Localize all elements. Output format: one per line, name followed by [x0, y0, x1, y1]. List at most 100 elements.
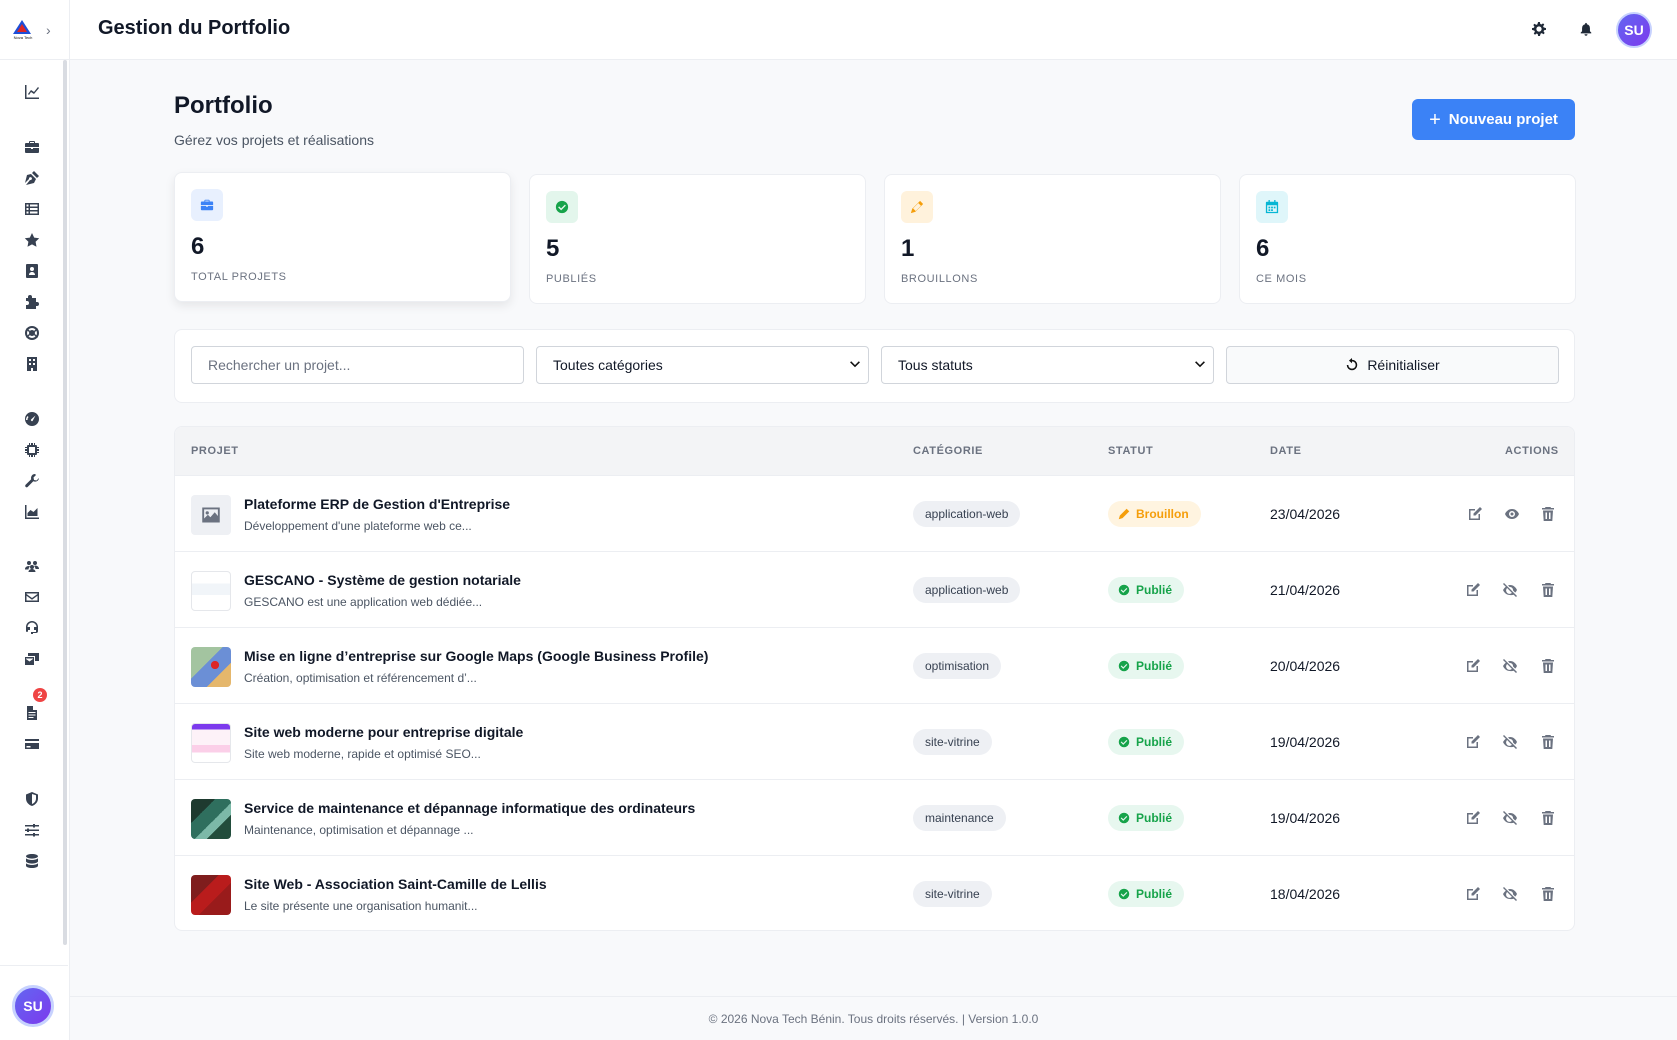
shield-icon[interactable] — [22, 789, 42, 809]
project-description: Développement d'une plateforme web ce... — [244, 519, 472, 533]
database-icon[interactable] — [22, 851, 42, 871]
address-book-icon[interactable] — [22, 261, 42, 281]
users-icon[interactable] — [22, 556, 42, 576]
project-date: 19/04/2026 — [1270, 734, 1341, 750]
puzzle-icon[interactable] — [22, 292, 42, 312]
category-select[interactable]: Toutes catégories — [536, 346, 869, 384]
category-badge: application-web — [913, 501, 1021, 527]
table-row[interactable]: Plateforme ERP de Gestion d'Entreprise D… — [175, 475, 1574, 551]
project-title[interactable]: Service de maintenance et dépannage info… — [244, 800, 696, 816]
sliders-icon[interactable] — [22, 820, 42, 840]
edit-icon[interactable] — [1463, 884, 1483, 904]
footer: © 2026 Nova Tech Bénin. Tous droits rése… — [70, 996, 1677, 1040]
eye-slash-icon[interactable] — [1500, 884, 1520, 904]
project-thumbnail[interactable] — [191, 647, 231, 687]
status-badge: Publié — [1108, 805, 1185, 831]
check-circle-icon — [1118, 584, 1130, 596]
gear-icon[interactable] — [1529, 19, 1549, 39]
topbar: Gestion du Portfolio SU — [70, 0, 1677, 60]
stat-card-total[interactable]: 6 TOTAL PROJETS — [174, 172, 511, 302]
check-circle-icon — [1118, 888, 1130, 900]
project-thumbnail[interactable] — [191, 571, 231, 611]
user-avatar[interactable]: SU — [1616, 12, 1652, 48]
table-header: PROJET CATÉGORIE STATUT DATE ACTIONS — [175, 427, 1574, 475]
check-circle-icon — [1118, 736, 1130, 748]
eye-slash-icon[interactable] — [1500, 732, 1520, 752]
table-row[interactable]: Site Web - Association Saint-Camille de … — [175, 855, 1574, 930]
edit-icon[interactable] — [1463, 732, 1483, 752]
stat-card-drafts[interactable]: 1 BROUILLONS — [884, 174, 1221, 304]
eye-slash-icon[interactable] — [1500, 580, 1520, 600]
edit-icon[interactable] — [1465, 504, 1485, 524]
table-row[interactable]: Mise en ligne d’entreprise sur Google Ma… — [175, 627, 1574, 703]
project-date: 23/04/2026 — [1270, 506, 1341, 522]
project-title[interactable]: GESCANO - Système de gestion notariale — [244, 572, 521, 588]
chart-area-icon[interactable] — [22, 502, 42, 522]
briefcase-icon[interactable] — [22, 137, 42, 157]
stat-value: 6 — [1256, 235, 1270, 262]
sidebar: Nova Tech › 2 SU — [0, 0, 70, 1040]
credit-card-icon[interactable] — [22, 734, 42, 754]
star-icon[interactable] — [22, 230, 42, 250]
status-select[interactable]: Tous statuts — [881, 346, 1214, 384]
th-status[interactable]: STATUT — [1108, 445, 1154, 457]
eye-icon[interactable] — [1502, 504, 1522, 524]
chevron-down-icon — [1195, 361, 1205, 368]
sidebar-scrollbar[interactable] — [63, 60, 67, 945]
reset-button[interactable]: Réinitialiser — [1226, 346, 1559, 384]
new-project-button[interactable]: + Nouveau projet — [1412, 99, 1575, 140]
wrench-icon[interactable] — [22, 471, 42, 491]
chart-line-icon[interactable] — [22, 82, 42, 102]
life-ring-icon[interactable] — [22, 323, 42, 343]
envelope-icon[interactable] — [22, 587, 42, 607]
project-description: GESCANO est une application web dédiée..… — [244, 595, 483, 609]
project-title[interactable]: Mise en ligne d’entreprise sur Google Ma… — [244, 648, 709, 664]
project-thumbnail[interactable] — [191, 723, 231, 763]
th-category[interactable]: CATÉGORIE — [913, 445, 983, 457]
gauge-icon[interactable] — [22, 409, 42, 429]
trash-icon[interactable] — [1538, 808, 1558, 828]
stat-label: TOTAL PROJETS — [191, 271, 287, 283]
project-title[interactable]: Site web moderne pour entreprise digital… — [244, 724, 524, 740]
chevron-right-icon[interactable]: › — [46, 21, 51, 38]
reset-label: Réinitialiser — [1367, 357, 1440, 373]
headset-icon[interactable] — [22, 618, 42, 638]
trash-icon[interactable] — [1538, 732, 1558, 752]
project-thumbnail[interactable] — [191, 875, 231, 915]
category-select-value: Toutes catégories — [553, 357, 663, 373]
project-date: 19/04/2026 — [1270, 810, 1341, 826]
project-description: Site web moderne, rapide et optimisé SEO… — [244, 747, 481, 761]
edit-icon[interactable] — [1463, 580, 1483, 600]
project-title[interactable]: Site Web - Association Saint-Camille de … — [244, 876, 547, 892]
trash-icon[interactable] — [1538, 580, 1558, 600]
trash-icon[interactable] — [1538, 656, 1558, 676]
table-row[interactable]: GESCANO - Système de gestion notariale G… — [175, 551, 1574, 627]
th-date[interactable]: DATE — [1270, 445, 1302, 457]
sidebar-avatar[interactable]: SU — [12, 985, 54, 1027]
stat-card-month[interactable]: 6 CE MOIS — [1239, 174, 1576, 304]
bell-icon[interactable] — [1576, 19, 1596, 39]
project-thumbnail[interactable] — [191, 799, 231, 839]
stat-value: 1 — [901, 235, 915, 262]
table-row[interactable]: Site web moderne pour entreprise digital… — [175, 703, 1574, 779]
eye-slash-icon[interactable] — [1500, 656, 1520, 676]
trash-icon[interactable] — [1538, 504, 1558, 524]
building-icon[interactable] — [22, 354, 42, 374]
pen-nib-icon[interactable] — [22, 168, 42, 188]
pencil-icon — [901, 191, 933, 223]
trash-icon[interactable] — [1538, 884, 1558, 904]
file-icon[interactable] — [22, 703, 42, 723]
project-title[interactable]: Plateforme ERP de Gestion d'Entreprise — [244, 496, 511, 512]
nova-tech-logo[interactable]: Nova Tech — [10, 18, 34, 42]
status-label: Brouillon — [1136, 507, 1189, 521]
stat-card-published[interactable]: 5 PUBLIÉS — [529, 174, 866, 304]
table-row[interactable]: Service de maintenance et dépannage info… — [175, 779, 1574, 855]
th-project[interactable]: PROJET — [191, 445, 239, 457]
edit-icon[interactable] — [1463, 808, 1483, 828]
eye-slash-icon[interactable] — [1500, 808, 1520, 828]
microchip-icon[interactable] — [22, 440, 42, 460]
search-input[interactable]: Rechercher un projet... — [191, 346, 524, 384]
edit-icon[interactable] — [1463, 656, 1483, 676]
table-list-icon[interactable] — [22, 199, 42, 219]
mail-bulk-icon[interactable] — [22, 649, 42, 669]
